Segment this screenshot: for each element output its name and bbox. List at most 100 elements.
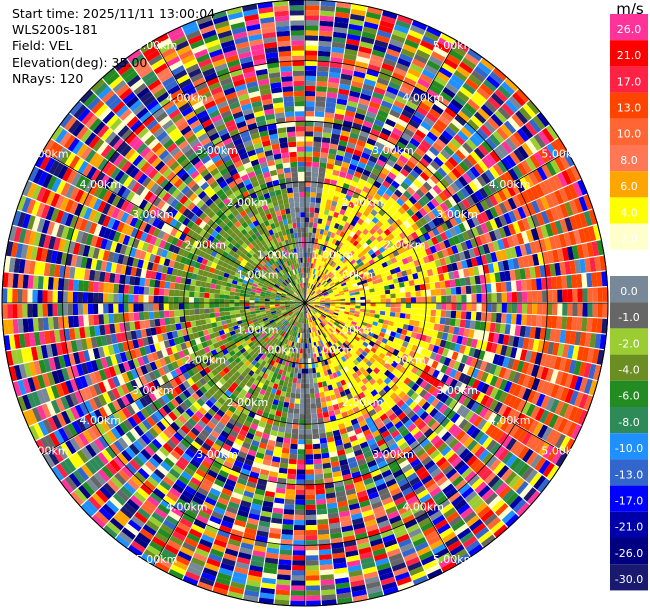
velocity-gate xyxy=(309,388,315,394)
velocity-gate xyxy=(360,305,366,310)
velocity-gate xyxy=(313,321,317,326)
velocity-gate xyxy=(474,481,488,494)
velocity-gate xyxy=(413,508,427,519)
velocity-gate xyxy=(306,600,321,606)
velocity-gate xyxy=(476,370,485,381)
velocity-gate xyxy=(292,555,305,561)
velocity-gate xyxy=(331,361,338,368)
velocity-gate xyxy=(200,319,207,325)
velocity-gate xyxy=(438,403,448,414)
velocity-gate xyxy=(449,388,459,399)
velocity-gate xyxy=(402,341,409,348)
velocity-gate xyxy=(511,303,518,314)
velocity-gate xyxy=(367,385,375,393)
velocity-gate xyxy=(244,309,251,313)
velocity-gate xyxy=(420,424,430,434)
velocity-gate xyxy=(378,442,389,452)
velocity-gate xyxy=(291,428,299,435)
velocity-gate xyxy=(345,321,352,326)
velocity-gate xyxy=(103,303,109,314)
velocity-gate xyxy=(448,515,463,527)
velocity-gate xyxy=(189,315,196,322)
velocity-gate xyxy=(510,347,518,359)
velocity-gate xyxy=(471,303,477,312)
velocity-gate xyxy=(557,303,563,316)
velocity-gate xyxy=(314,463,323,470)
velocity-gate xyxy=(485,341,493,352)
velocity-gate xyxy=(395,371,404,379)
velocity-gate xyxy=(244,300,250,303)
velocity-gate xyxy=(376,421,385,430)
velocity-gate xyxy=(337,315,343,320)
velocity-gate xyxy=(454,552,470,565)
velocity-gate xyxy=(225,315,231,320)
velocity-gate xyxy=(561,316,568,330)
velocity-gate xyxy=(366,323,373,329)
velocity-gate xyxy=(439,339,447,348)
velocity-gate xyxy=(403,432,414,442)
velocity-gate xyxy=(374,434,384,443)
velocity-gate xyxy=(343,366,349,373)
velocity-gate xyxy=(293,545,305,551)
velocity-gate xyxy=(551,316,558,329)
velocity-gate xyxy=(545,397,555,411)
velocity-gate xyxy=(321,327,326,333)
velocity-gate xyxy=(322,313,327,317)
velocity-gate xyxy=(390,464,401,474)
velocity-gate xyxy=(541,381,550,395)
velocity-gate xyxy=(199,303,205,309)
velocity-gate xyxy=(503,380,513,393)
velocity-gate xyxy=(378,332,386,338)
velocity-gate xyxy=(372,343,380,350)
velocity-gate xyxy=(360,303,366,306)
velocity-gate xyxy=(429,449,441,460)
velocity-gate xyxy=(230,287,236,292)
velocity-gate xyxy=(308,306,313,311)
velocity-gate xyxy=(282,524,294,530)
velocity-gate xyxy=(264,305,270,308)
velocity-gate xyxy=(392,321,399,328)
velocity-gate xyxy=(204,303,210,309)
velocity-gate xyxy=(183,297,189,303)
velocity-gate xyxy=(300,398,305,404)
velocity-gate xyxy=(318,317,323,322)
velocity-gate xyxy=(316,324,321,330)
velocity-gate xyxy=(439,479,452,491)
velocity-gate xyxy=(199,313,206,320)
velocity-gate xyxy=(148,311,155,320)
velocity-gate xyxy=(442,464,454,476)
velocity-gate xyxy=(566,316,573,330)
velocity-gate xyxy=(189,285,196,292)
velocity-gate xyxy=(588,380,598,396)
velocity-gate xyxy=(404,313,411,320)
velocity-gate xyxy=(365,326,371,332)
velocity-gate xyxy=(307,343,310,349)
velocity-gate xyxy=(291,585,305,591)
velocity-gate xyxy=(472,522,487,536)
velocity-gate xyxy=(214,303,220,308)
velocity-gate xyxy=(347,317,353,321)
velocity-gate xyxy=(322,319,328,325)
velocity-gate xyxy=(465,540,481,553)
velocity-gate xyxy=(489,399,499,411)
velocity-gate xyxy=(559,372,569,387)
velocity-gate xyxy=(398,318,405,324)
velocity-gate xyxy=(530,436,542,451)
velocity-gate xyxy=(294,514,305,521)
velocity-gate xyxy=(350,323,356,328)
velocity-gate xyxy=(519,484,533,499)
velocity-gate xyxy=(103,314,110,325)
velocity-gate xyxy=(531,364,540,378)
velocity-gate xyxy=(308,306,312,311)
velocity-gate xyxy=(498,367,507,379)
velocity-gate xyxy=(478,449,490,462)
velocity-gate xyxy=(204,292,210,298)
velocity-gate xyxy=(563,404,574,420)
velocity-gate xyxy=(521,361,530,374)
velocity-gate xyxy=(388,335,395,342)
velocity-gate xyxy=(427,463,439,475)
velocity-gate xyxy=(421,497,435,509)
velocity-gate xyxy=(386,325,393,331)
velocity-gate xyxy=(437,523,451,535)
velocity-gate xyxy=(307,348,311,354)
